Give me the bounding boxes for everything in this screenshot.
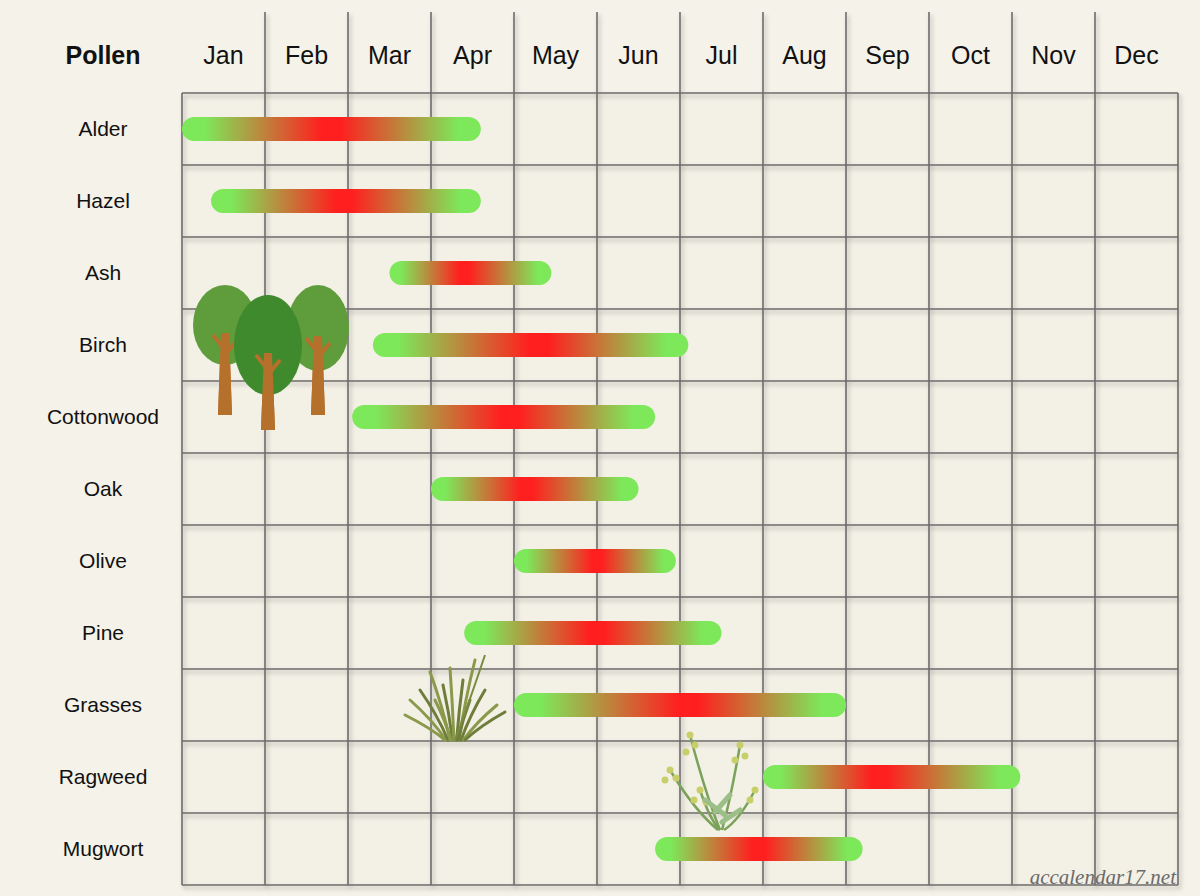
grid-line-h: [182, 452, 1178, 454]
grid-line-v: [430, 12, 432, 885]
pollen-bar: [655, 837, 863, 861]
month-label: Jul: [706, 41, 738, 69]
column-header: Pollen: [65, 41, 140, 69]
pollen-bar: [352, 405, 655, 429]
month-label: Aug: [782, 41, 826, 69]
grid-line-v: [596, 12, 598, 885]
month-label: Dec: [1114, 41, 1158, 69]
plant-flower: [691, 797, 698, 804]
grid-line-h: [182, 596, 1178, 598]
month-label: Jan: [203, 41, 243, 69]
month-label: Oct: [951, 41, 990, 69]
grid-line-v: [513, 12, 515, 885]
grass-blade: [465, 712, 505, 740]
grass-blade: [450, 668, 454, 740]
pollen-label: Ash: [85, 261, 121, 284]
pollen-label: Alder: [78, 117, 127, 140]
plant-flower: [687, 732, 694, 739]
pollen-label: Cottonwood: [47, 405, 159, 428]
pollen-label: Olive: [79, 549, 127, 572]
grid-line-h: [182, 740, 1178, 742]
tree-branch: [213, 335, 225, 350]
chart: Pollen Jan Feb Mar Apr May Jun Jul Aug Sep Oct Nov D…: [0, 0, 1200, 896]
tree-branch: [256, 355, 268, 370]
grass-blade: [435, 700, 451, 740]
grid: [182, 12, 1178, 885]
plant-leaf: [715, 795, 730, 812]
pollen-label: Pine: [82, 621, 124, 644]
tree-branch: [306, 338, 318, 353]
bars: [182, 117, 1020, 861]
grid-line-v: [1094, 12, 1096, 885]
pollen-bar: [431, 477, 639, 501]
pollen-label: Grasses: [64, 693, 142, 716]
grid-line-h: [182, 380, 1178, 382]
pollen-label: Birch: [79, 333, 127, 356]
plant-flower: [742, 753, 749, 760]
plant-flower: [692, 742, 699, 749]
plant-flower: [673, 775, 680, 782]
month-label: Nov: [1031, 41, 1076, 69]
plant-flower: [667, 767, 674, 774]
pollen-bar: [514, 693, 846, 717]
grid-line-v: [1177, 93, 1179, 885]
plant-flower: [662, 777, 669, 784]
plant-stem: [670, 770, 718, 830]
pollen-label: Mugwort: [63, 837, 144, 860]
grid-line-h: [182, 92, 1178, 94]
pollen-bar: [390, 261, 552, 285]
tree-branch: [318, 343, 330, 358]
month-label: May: [532, 41, 580, 69]
grid-line-v: [845, 12, 847, 885]
plant-flower: [732, 757, 739, 764]
grid-line-v: [347, 12, 349, 885]
grid-line-v: [762, 12, 764, 885]
grid-line-h: [182, 812, 1178, 814]
plant-leaf: [722, 810, 740, 822]
month-label: Mar: [368, 41, 411, 69]
pollen-bar: [373, 333, 688, 357]
month-label: Sep: [865, 41, 909, 69]
grid-line-v: [1011, 12, 1013, 885]
month-label: Jun: [618, 41, 658, 69]
month-label: Apr: [453, 41, 492, 69]
month-label: Feb: [285, 41, 328, 69]
plant-flower: [737, 742, 744, 749]
grid-line-h: [182, 164, 1178, 166]
grass-blade: [455, 655, 485, 740]
plant-flower: [747, 797, 754, 804]
pollen-bar: [211, 189, 481, 213]
pollen-bar: [514, 549, 676, 573]
grid-line-v: [679, 12, 681, 885]
pollen-label: Oak: [84, 477, 123, 500]
grid-line-v: [181, 93, 183, 885]
pollen-label: Hazel: [76, 189, 130, 212]
tree-branch: [268, 360, 280, 375]
grid-line-v: [928, 12, 930, 885]
plant-flower: [683, 749, 690, 756]
grid-line-h: [182, 524, 1178, 526]
plant-flower: [752, 787, 759, 794]
grass-blade: [463, 705, 497, 740]
grid-line-h: [182, 668, 1178, 670]
pollen-bar: [763, 765, 1020, 789]
plant-flower: [697, 787, 704, 794]
grid-line-h: [182, 236, 1178, 238]
background: [0, 0, 1200, 896]
grid-line-h: [182, 884, 1178, 886]
pollen-bar: [464, 621, 721, 645]
illustrations: [193, 285, 759, 830]
grass-blade: [405, 715, 445, 740]
pollen-bar: [182, 117, 481, 141]
source: accalendar17.net: [1030, 865, 1178, 889]
grid-line-v: [264, 12, 266, 885]
pollen-label: Ragweed: [59, 765, 148, 788]
plant-stem: [690, 735, 720, 830]
